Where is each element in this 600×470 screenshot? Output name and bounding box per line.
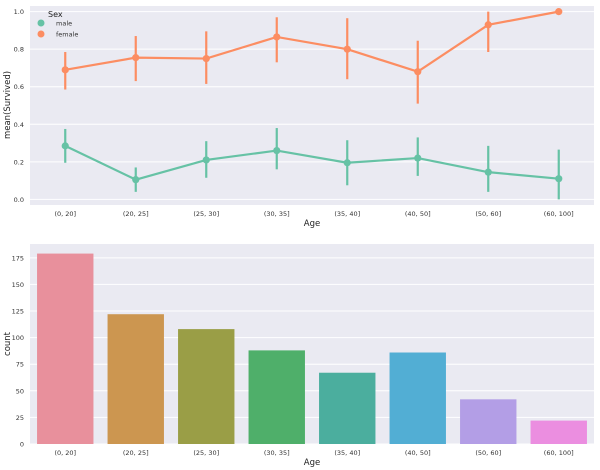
legend-marker-female (37, 30, 45, 38)
bar (389, 352, 446, 444)
legend-label: female (56, 31, 78, 39)
y-tick-label: 175 (12, 254, 24, 262)
data-point (484, 21, 492, 29)
x-tick-labels: (0, 20] (20, 25] (25, 30] (30, 35] (35, 40] (… (54, 210, 573, 218)
data-point (132, 176, 140, 184)
bar (530, 420, 587, 444)
y-tick-labels: 0 25 50 75 100 125 150 175 (12, 254, 24, 448)
x-tick-label: (30, 35] (264, 210, 290, 218)
series-group (61, 8, 563, 200)
y-tick-label: 0 (20, 441, 24, 449)
count-bar-chart: 0 25 50 75 100 125 150 175 (0, 20] (20, 25] (25, … (3, 244, 594, 468)
y-tick-label: 25 (16, 414, 24, 422)
bar (178, 329, 235, 444)
y-gridlines (30, 11, 594, 200)
bar (319, 372, 376, 444)
legend: Sex male female (37, 10, 78, 39)
x-tick-label: (0, 20] (54, 210, 76, 218)
data-point (202, 156, 210, 164)
x-tick-label: (20, 25] (123, 449, 149, 457)
x-tick-label: (40, 50] (405, 449, 431, 457)
x-axis-label: Age (304, 458, 320, 468)
x-tick-labels: (0, 20] (20, 25] (25, 30] (30, 35] (35, 40] (… (54, 449, 573, 457)
y-tick-label: 0.2 (14, 158, 24, 166)
y-tick-label: 0.0 (14, 196, 24, 204)
bar (37, 253, 94, 444)
y-axis-label: mean(Survived) (3, 71, 13, 139)
bars-group (37, 253, 587, 444)
x-tick-label: (20, 25] (123, 210, 149, 218)
y-axis-label: count (3, 331, 13, 356)
legend-label: male (56, 20, 72, 28)
data-point (61, 142, 69, 150)
x-tick-label: (40, 50] (405, 210, 431, 218)
data-point (414, 154, 422, 162)
x-tick-label: (35, 40] (334, 449, 360, 457)
x-tick-label: (25, 30] (193, 210, 219, 218)
survival-point-chart: 0.0 0.2 0.4 0.6 0.8 1.0 (0, 20] (20, 25] (25, 3… (3, 6, 594, 229)
data-point (343, 159, 351, 167)
data-point (273, 33, 281, 41)
y-tick-label: 1.0 (14, 8, 24, 16)
bar (248, 350, 305, 444)
plot-area-background (30, 6, 594, 205)
data-point (484, 168, 492, 176)
legend-marker-male (37, 19, 45, 27)
data-point (555, 175, 563, 183)
y-tick-label: 75 (16, 361, 24, 369)
series-female (61, 8, 563, 104)
data-point (273, 146, 281, 155)
x-tick-label: (50, 60] (475, 449, 501, 457)
bar (107, 314, 164, 444)
y-tick-labels: 0.0 0.2 0.4 0.6 0.8 1.0 (14, 8, 24, 204)
y-tick-label: 0.4 (14, 121, 24, 129)
data-point (343, 45, 351, 53)
x-tick-label: (60, 100] (544, 210, 574, 218)
y-tick-label: 0.8 (14, 46, 24, 54)
legend-items: male female (37, 19, 78, 39)
data-point (132, 54, 140, 62)
x-tick-label: (60, 100] (544, 449, 574, 457)
series-male (61, 128, 563, 200)
x-tick-label: (50, 60] (475, 210, 501, 218)
y-tick-label: 50 (16, 387, 24, 395)
x-axis-label: Age (304, 219, 320, 229)
data-point (414, 68, 422, 76)
data-point (61, 66, 69, 74)
y-tick-label: 125 (12, 308, 24, 316)
legend-title: Sex (48, 10, 63, 19)
x-tick-label: (0, 20] (54, 449, 76, 457)
data-point (555, 8, 563, 16)
data-point (202, 54, 210, 63)
y-tick-label: 150 (12, 281, 24, 289)
x-tick-label: (30, 35] (264, 449, 290, 457)
y-tick-label: 0.6 (14, 83, 24, 91)
y-tick-label: 100 (12, 334, 24, 342)
x-tick-label: (35, 40] (334, 210, 360, 218)
series-line (64, 144, 559, 181)
series-line (65, 10, 559, 73)
bar (460, 399, 517, 444)
x-tick-label: (25, 30] (193, 449, 219, 457)
